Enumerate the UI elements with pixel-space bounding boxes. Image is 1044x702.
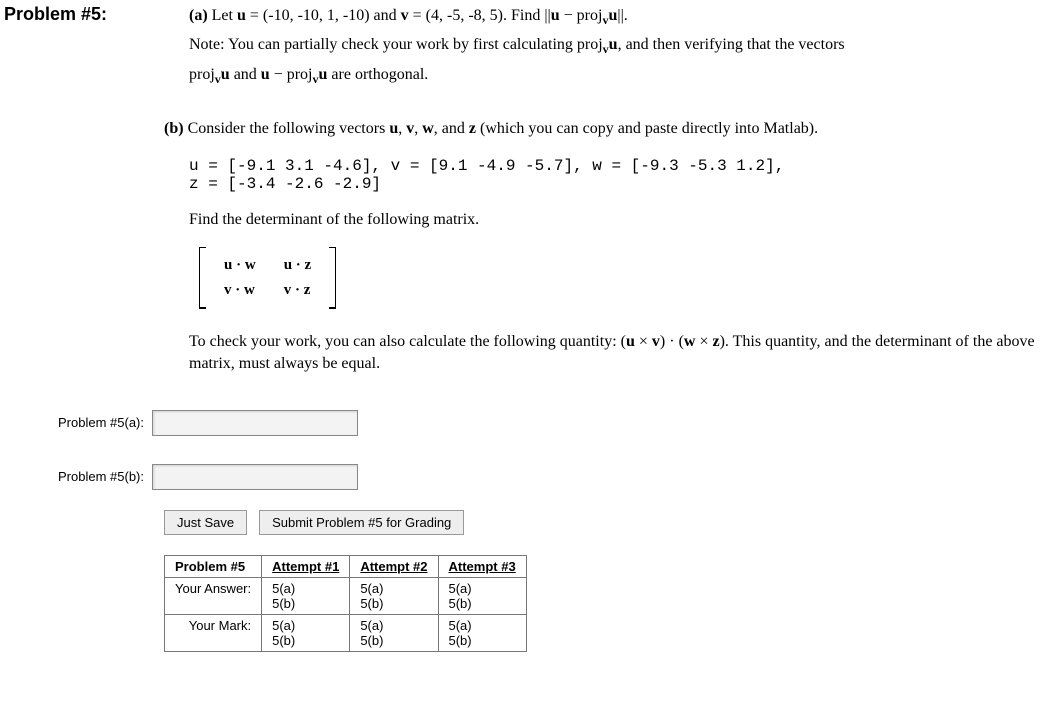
matrix-r1c2: u · z [270,253,326,278]
attempt-2-link[interactable]: Attempt #2 [360,559,427,574]
part-b-label: (b) [164,120,184,137]
matrix-r2c2: v · z [270,278,326,303]
answer-input-a[interactable] [152,410,358,436]
code-line-2: z = [-3.4 -2.6 -2.9] [189,175,1040,193]
answer-cell: 5(a)5(b) [350,577,438,614]
part-a-note: Note: You can partially check your work … [189,34,1040,88]
det-instruction: Find the determinant of the following ma… [189,209,1040,231]
answer-input-b[interactable] [152,464,358,490]
row-your-mark: Your Mark: [165,614,262,651]
answer-row-b: Problem #5(b): [4,464,1040,490]
row-your-answer: Your Answer: [165,577,262,614]
mark-cell: 5(a)5(b) [262,614,350,651]
just-save-button[interactable]: Just Save [164,510,247,535]
answer-cell: 5(a)5(b) [438,577,526,614]
matrix: u · w u · z v · w v · z [199,247,336,309]
mark-cell: 5(a)5(b) [438,614,526,651]
matrix-r1c1: u · w [210,253,270,278]
matrix-r2c1: v · w [210,278,270,303]
answer-label-a: Problem #5(a): [4,415,152,430]
part-a-line1: (a) Let u = (-10, -10, 1, -10) and v = (… [189,7,628,28]
submit-button[interactable]: Submit Problem #5 for Grading [259,510,464,535]
table-header-problem: Problem #5 [165,555,262,577]
mark-cell: 5(a)5(b) [350,614,438,651]
answer-label-b: Problem #5(b): [4,469,152,484]
code-line-1: u = [-9.1 3.1 -4.6], v = [9.1 -4.9 -5.7]… [189,157,1040,175]
button-row: Just Save Submit Problem #5 for Grading [164,510,1040,535]
problem-number: Problem #5: [4,4,107,24]
attempt-1-link[interactable]: Attempt #1 [272,559,339,574]
part-b: (b) Consider the following vectors u, v,… [164,118,1040,376]
answer-cell: 5(a)5(b) [262,577,350,614]
part-a-label: (a) [189,7,208,24]
attempts-table: Problem #5 Attempt #1 Attempt #2 Attempt… [164,555,527,652]
problem-header-row: Problem #5: (a) Let u = (-10, -10, 1, -1… [4,4,1040,28]
attempt-3-link[interactable]: Attempt #3 [449,559,516,574]
answer-row-a: Problem #5(a): [4,410,1040,436]
